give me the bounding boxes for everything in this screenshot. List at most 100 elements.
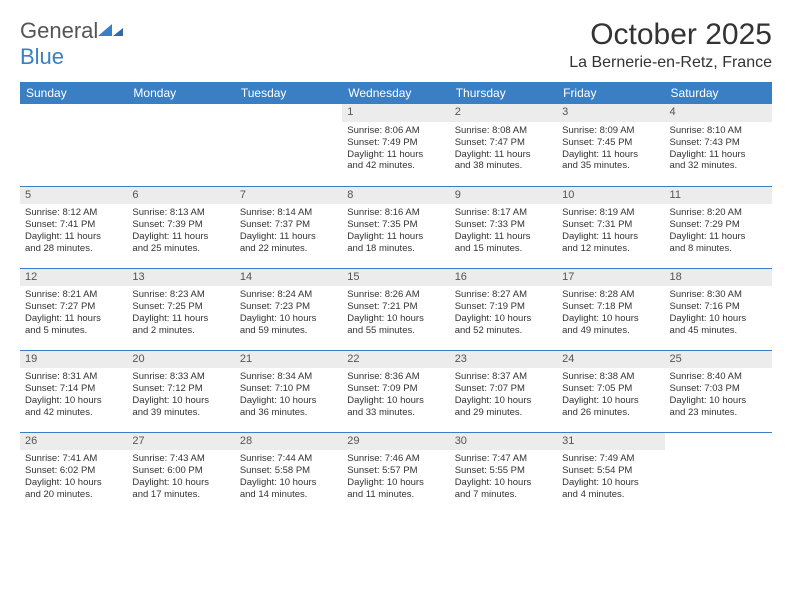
cell-line-d1: Daylight: 11 hours [347,149,444,161]
cell-line-ss: Sunset: 5:57 PM [347,465,444,477]
cell-line-d2: and 26 minutes. [562,407,659,419]
cell-line-ss: Sunset: 7:43 PM [670,137,767,149]
cell-line-sr: Sunrise: 7:49 AM [562,453,659,465]
day-number: 6 [127,187,234,205]
day-number: 12 [20,269,127,287]
cell-line-d1: Daylight: 11 hours [240,231,337,243]
cell-line-ss: Sunset: 7:14 PM [25,383,122,395]
cell-line-d2: and 49 minutes. [562,325,659,337]
cell-line-d2: and 38 minutes. [455,160,552,172]
cell-line-d2: and 59 minutes. [240,325,337,337]
cell-line-ss: Sunset: 5:58 PM [240,465,337,477]
calendar-cell: 16Sunrise: 8:27 AMSunset: 7:19 PMDayligh… [450,268,557,350]
cell-line-d1: Daylight: 10 hours [562,395,659,407]
cell-line-d1: Daylight: 11 hours [132,231,229,243]
calendar-cell: 31Sunrise: 7:49 AMSunset: 5:54 PMDayligh… [557,432,664,514]
cell-line-d2: and 39 minutes. [132,407,229,419]
calendar-cell: 5Sunrise: 8:12 AMSunset: 7:41 PMDaylight… [20,186,127,268]
weekday-header: Tuesday [235,82,342,104]
cell-line-d1: Daylight: 11 hours [25,313,122,325]
cell-line-ss: Sunset: 7:45 PM [562,137,659,149]
title-block: October 2025 La Bernerie-en-Retz, France [569,18,772,72]
calendar-cell: 26Sunrise: 7:41 AMSunset: 6:02 PMDayligh… [20,432,127,514]
cell-line-d2: and 28 minutes. [25,243,122,255]
day-number: 24 [557,351,664,369]
cell-line-ss: Sunset: 5:55 PM [455,465,552,477]
calendar-cell: 11Sunrise: 8:20 AMSunset: 7:29 PMDayligh… [665,186,772,268]
cell-line-d1: Daylight: 11 hours [455,231,552,243]
cell-line-d2: and 17 minutes. [132,489,229,501]
cell-line-d1: Daylight: 10 hours [347,395,444,407]
calendar-cell: 28Sunrise: 7:44 AMSunset: 5:58 PMDayligh… [235,432,342,514]
cell-line-d1: Daylight: 10 hours [240,395,337,407]
day-number: 30 [450,433,557,451]
day-number: 13 [127,269,234,287]
calendar-cell: 1Sunrise: 8:06 AMSunset: 7:49 PMDaylight… [342,104,449,186]
cell-line-sr: Sunrise: 8:20 AM [670,207,767,219]
cell-line-sr: Sunrise: 8:19 AM [562,207,659,219]
calendar-cell: 23Sunrise: 8:37 AMSunset: 7:07 PMDayligh… [450,350,557,432]
cell-line-d2: and 55 minutes. [347,325,444,337]
day-number: 3 [557,104,664,122]
cell-line-ss: Sunset: 7:33 PM [455,219,552,231]
day-number: 4 [665,104,772,122]
calendar-cell: 18Sunrise: 8:30 AMSunset: 7:16 PMDayligh… [665,268,772,350]
calendar-cell: 14Sunrise: 8:24 AMSunset: 7:23 PMDayligh… [235,268,342,350]
cell-line-d2: and 35 minutes. [562,160,659,172]
cell-line-ss: Sunset: 7:21 PM [347,301,444,313]
calendar-cell: 22Sunrise: 8:36 AMSunset: 7:09 PMDayligh… [342,350,449,432]
calendar-cell: 30Sunrise: 7:47 AMSunset: 5:55 PMDayligh… [450,432,557,514]
calendar-cell [235,104,342,186]
cell-line-sr: Sunrise: 8:14 AM [240,207,337,219]
weekday-header: Friday [557,82,664,104]
calendar-body: 1Sunrise: 8:06 AMSunset: 7:49 PMDaylight… [20,104,772,514]
calendar-row: 26Sunrise: 7:41 AMSunset: 6:02 PMDayligh… [20,432,772,514]
calendar-cell: 20Sunrise: 8:33 AMSunset: 7:12 PMDayligh… [127,350,234,432]
cell-line-d2: and 45 minutes. [670,325,767,337]
day-number: 23 [450,351,557,369]
cell-line-d1: Daylight: 10 hours [25,395,122,407]
cell-line-sr: Sunrise: 8:38 AM [562,371,659,383]
calendar-row: 12Sunrise: 8:21 AMSunset: 7:27 PMDayligh… [20,268,772,350]
logo-text-blue: Blue [20,44,64,69]
cell-line-d2: and 4 minutes. [562,489,659,501]
cell-line-d1: Daylight: 11 hours [670,231,767,243]
day-number: 28 [235,433,342,451]
day-number: 14 [235,269,342,287]
cell-line-d1: Daylight: 10 hours [25,477,122,489]
page-title: October 2025 [569,18,772,52]
calendar-header: SundayMondayTuesdayWednesdayThursdayFrid… [20,82,772,104]
cell-line-sr: Sunrise: 8:06 AM [347,125,444,137]
day-number: 7 [235,187,342,205]
calendar-cell: 7Sunrise: 8:14 AMSunset: 7:37 PMDaylight… [235,186,342,268]
day-number: 31 [557,433,664,451]
cell-line-d2: and 22 minutes. [240,243,337,255]
cell-line-sr: Sunrise: 7:47 AM [455,453,552,465]
logo-text-general: General [20,18,98,43]
cell-line-d2: and 15 minutes. [455,243,552,255]
cell-line-ss: Sunset: 6:00 PM [132,465,229,477]
cell-line-ss: Sunset: 7:10 PM [240,383,337,395]
cell-line-d2: and 33 minutes. [347,407,444,419]
calendar-cell: 4Sunrise: 8:10 AMSunset: 7:43 PMDaylight… [665,104,772,186]
calendar-cell: 2Sunrise: 8:08 AMSunset: 7:47 PMDaylight… [450,104,557,186]
cell-line-sr: Sunrise: 8:13 AM [132,207,229,219]
day-number: 20 [127,351,234,369]
day-number: 5 [20,187,127,205]
calendar-cell: 9Sunrise: 8:17 AMSunset: 7:33 PMDaylight… [450,186,557,268]
calendar-cell [665,432,772,514]
cell-line-d2: and 14 minutes. [240,489,337,501]
cell-line-sr: Sunrise: 8:08 AM [455,125,552,137]
cell-line-ss: Sunset: 7:16 PM [670,301,767,313]
cell-line-d1: Daylight: 10 hours [240,313,337,325]
cell-line-d1: Daylight: 10 hours [455,313,552,325]
cell-line-ss: Sunset: 6:02 PM [25,465,122,477]
day-number: 29 [342,433,449,451]
cell-line-d1: Daylight: 10 hours [132,477,229,489]
cell-line-ss: Sunset: 7:12 PM [132,383,229,395]
cell-line-d2: and 12 minutes. [562,243,659,255]
cell-line-ss: Sunset: 7:18 PM [562,301,659,313]
cell-line-sr: Sunrise: 8:16 AM [347,207,444,219]
calendar-cell [20,104,127,186]
cell-line-d2: and 23 minutes. [670,407,767,419]
